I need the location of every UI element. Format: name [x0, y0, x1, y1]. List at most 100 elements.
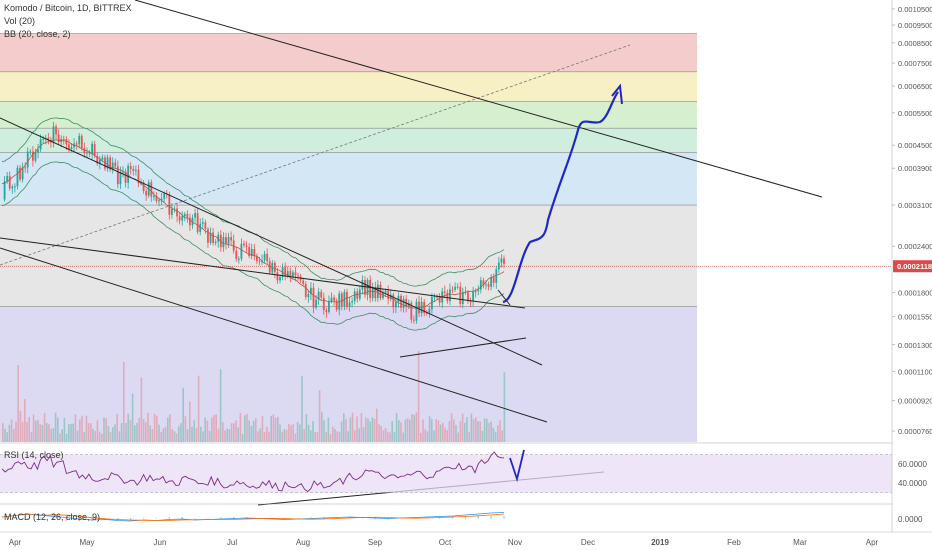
- candle-body: [57, 134, 60, 143]
- candle-body: [258, 261, 261, 263]
- volume-bar: [257, 431, 259, 442]
- volume-bar: [424, 429, 426, 442]
- candle-body: [392, 294, 395, 308]
- volume-bar: [19, 410, 22, 442]
- volume-bar: [153, 414, 156, 442]
- candle-body: [199, 223, 202, 232]
- time-tick-label: Mar: [793, 538, 807, 547]
- volume-bar: [118, 431, 121, 442]
- trendline: [134, 0, 823, 198]
- candle-body: [266, 253, 269, 262]
- volume-bar: [325, 431, 327, 442]
- volume-bar: [400, 422, 402, 442]
- candle-body: [168, 194, 171, 215]
- candle-body: [240, 243, 243, 259]
- volume-bar: [120, 423, 123, 442]
- candle-body: [47, 137, 50, 140]
- rsi-tick-label: 40.0000: [898, 479, 927, 488]
- volume-bar: [468, 431, 470, 442]
- candle-body: [88, 152, 91, 155]
- candle-body: [62, 138, 65, 140]
- volume-bar: [24, 399, 26, 442]
- candle-body: [389, 294, 392, 300]
- macd-zero-tick: 0.0000: [898, 515, 923, 524]
- candle-body: [189, 217, 191, 226]
- volume-bar: [116, 414, 118, 442]
- volume-bar: [39, 424, 41, 442]
- volume-bar: [455, 424, 457, 442]
- volume-bar: [362, 427, 365, 442]
- candle-body: [209, 232, 212, 243]
- volume-bar: [281, 431, 283, 442]
- volume-bar: [261, 416, 264, 442]
- volume-bar: [211, 417, 213, 442]
- macd-histogram-bar: [155, 518, 158, 519]
- candle-body: [214, 241, 217, 244]
- candle-body: [248, 246, 251, 257]
- volume-bar: [61, 429, 63, 442]
- macd-histogram-bar: [65, 518, 67, 521]
- time-tick-label: Sep: [368, 538, 383, 547]
- volume-bar: [65, 433, 68, 442]
- volume-bar: [184, 416, 187, 442]
- volume-bar: [327, 417, 330, 442]
- candle-body: [467, 292, 469, 302]
- volume-bar: [4, 428, 6, 442]
- candle-body: [456, 286, 459, 288]
- volume-bar: [442, 422, 444, 442]
- volume-bar: [131, 393, 134, 442]
- candle-body: [487, 284, 490, 287]
- candle-body: [186, 213, 189, 218]
- rsi-tick-label: 60.0000: [898, 460, 927, 469]
- candle-body: [304, 283, 307, 297]
- candle-body: [348, 302, 351, 307]
- volume-bar: [428, 416, 431, 442]
- volume-bar: [431, 419, 433, 442]
- candle-body: [8, 175, 11, 189]
- volume-bar: [244, 415, 246, 442]
- time-tick-label: 2019: [651, 538, 669, 547]
- volume-bar: [63, 417, 66, 442]
- volume-bar: [406, 418, 409, 442]
- candle-body: [235, 250, 238, 259]
- volume-bar: [294, 433, 297, 442]
- volume-bar: [237, 427, 239, 442]
- volume-bar: [151, 428, 154, 442]
- volume-bar: [37, 419, 39, 442]
- candle-body: [449, 289, 451, 302]
- candle-body: [109, 157, 112, 170]
- volume-bar: [142, 419, 145, 442]
- candle-body: [369, 279, 372, 298]
- candle-body: [268, 261, 271, 273]
- volume-bar: [28, 416, 30, 442]
- candle-body: [178, 216, 181, 221]
- candle-body: [114, 162, 117, 167]
- volume-bar: [448, 420, 451, 442]
- volume-bar: [305, 414, 308, 442]
- candle-body: [106, 157, 109, 169]
- volume-bar: [50, 428, 52, 442]
- volume-bar: [156, 415, 158, 442]
- volume-bar: [178, 426, 180, 442]
- time-tick-label: Feb: [727, 538, 741, 547]
- candle-body: [68, 144, 70, 149]
- candle-body: [503, 258, 505, 264]
- volume-bar: [413, 414, 415, 442]
- volume-bar: [138, 418, 140, 442]
- volume-bar: [167, 417, 169, 442]
- volume-bar: [193, 420, 195, 442]
- volume-bar: [222, 422, 224, 442]
- candle-body: [490, 277, 493, 287]
- volume-bar: [347, 431, 349, 442]
- candle-body: [93, 143, 96, 156]
- volume-bar: [41, 424, 44, 442]
- candle-body: [263, 253, 266, 261]
- volume-bar: [351, 412, 354, 442]
- volume-bar: [283, 429, 286, 442]
- volume-bar: [171, 429, 173, 442]
- volume-bar: [204, 417, 206, 442]
- candle-body: [497, 262, 500, 270]
- trendline: [497, 289, 511, 306]
- candle-body: [333, 297, 335, 301]
